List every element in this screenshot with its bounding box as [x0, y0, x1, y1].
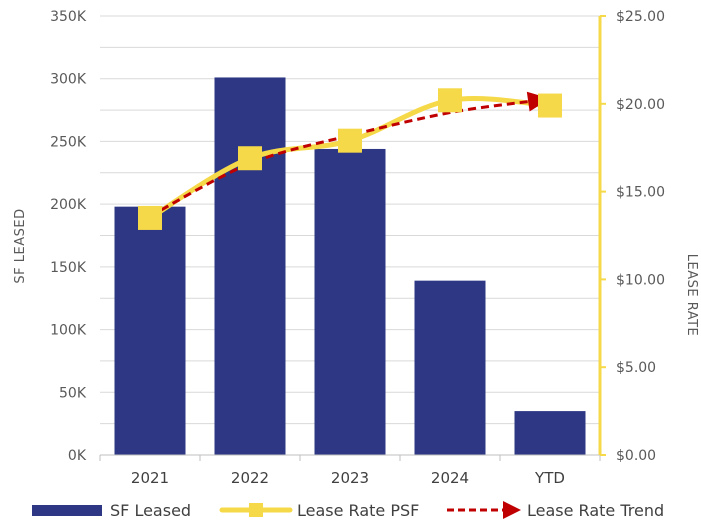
y2-axis-title: LEASE RATE — [684, 254, 699, 337]
y-axis-title: SF LEASED — [13, 208, 28, 283]
legend-swatch-sf-leased — [32, 505, 102, 516]
marker-lease-rate-psf-ytd — [538, 93, 562, 118]
x-tick-label: 2022 — [231, 469, 269, 487]
marker-lease-rate-psf-2023 — [338, 128, 362, 153]
x-tick-label: 2024 — [431, 469, 469, 487]
y2-tick-label: $25.00 — [616, 9, 665, 25]
tick-labels: 0K 50K 100K 150K 200K 250K 300K 350K $0.00 $5.00 $… — [50, 9, 665, 487]
line-series — [138, 88, 562, 230]
bar-2021 — [114, 206, 186, 455]
marker-lease-rate-psf-2024 — [438, 88, 462, 113]
y-tick-label: 350K — [50, 9, 87, 25]
bar-series-sf-leased — [114, 77, 586, 456]
y2-tick-label: $15.00 — [616, 185, 665, 201]
legend-label-lease-rate-psf: Lease Rate PSF — [297, 501, 419, 520]
legend-marker-lease-rate-psf — [249, 503, 263, 517]
marker-lease-rate-psf-2022 — [238, 146, 262, 171]
bar-2023 — [314, 148, 386, 455]
legend-arrow-lease-rate-trend — [503, 501, 521, 519]
x-tick-label: YTD — [534, 469, 565, 487]
y-tick-label: 250K — [50, 134, 87, 150]
y2-tick-label: $5.00 — [616, 360, 656, 376]
bar-2024 — [414, 280, 486, 455]
x-tick-label: 2023 — [331, 469, 369, 487]
y2-tick-label: $10.00 — [616, 272, 665, 288]
y-tick-label: 300K — [50, 72, 87, 88]
y-tick-label: 0K — [68, 448, 87, 464]
y-tick-label: 200K — [50, 197, 87, 213]
legend-label-lease-rate-trend: Lease Rate Trend — [527, 501, 664, 520]
y2-tick-label: $20.00 — [616, 97, 665, 113]
marker-lease-rate-psf-2021 — [138, 205, 162, 230]
y-tick-label: 150K — [50, 260, 87, 276]
line-lease-rate-trend — [149, 100, 529, 218]
x-tick-label: 2021 — [131, 469, 169, 487]
y-tick-label: 50K — [59, 385, 87, 401]
axes — [99, 15, 606, 461]
legend: SF Leased Lease Rate PSF Lease Rate Tren… — [32, 501, 664, 520]
bar-2022 — [214, 77, 286, 456]
y2-tick-label: $0.00 — [616, 448, 656, 464]
legend-label-sf-leased: SF Leased — [110, 501, 191, 520]
bar-ytd — [514, 411, 586, 455]
y-tick-label: 100K — [50, 323, 87, 339]
